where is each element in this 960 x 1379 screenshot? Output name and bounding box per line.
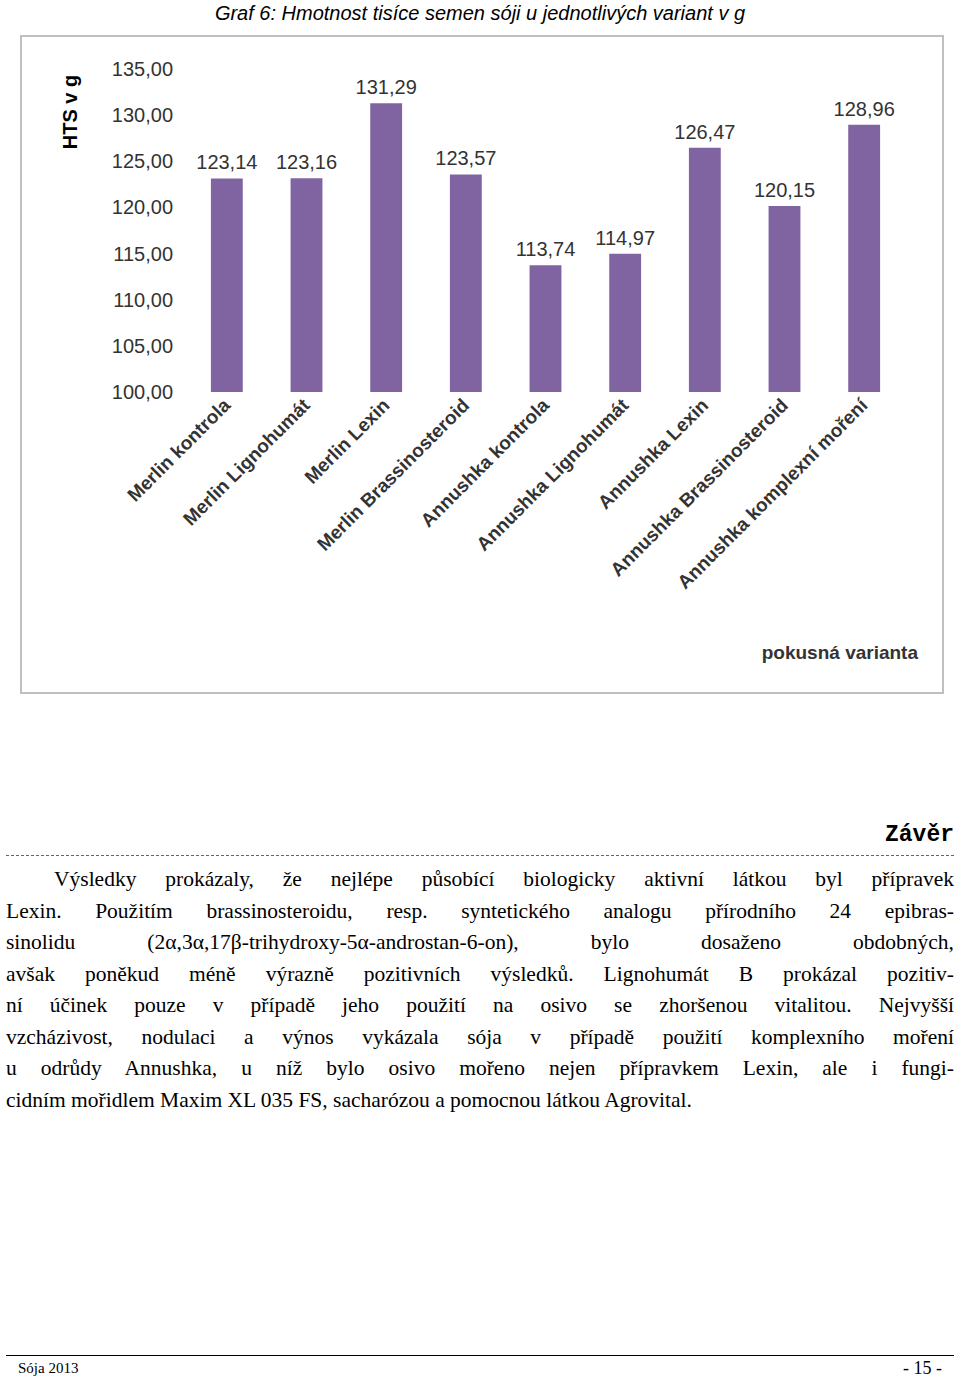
- svg-text:Annushka Brassinosteroid: Annushka Brassinosteroid: [606, 394, 792, 581]
- svg-text:120,15: 120,15: [754, 179, 815, 201]
- svg-text:Merlin Lignohumát: Merlin Lignohumát: [179, 394, 314, 529]
- svg-text:Merlin Lexin: Merlin Lexin: [300, 394, 394, 488]
- svg-text:HTS v g: HTS v g: [59, 75, 81, 149]
- html-text:u odrůdy Annushka, u níž bylo: u odrůdy Annushka, u níž bylo osivo moře…: [6, 1056, 954, 1080]
- html-text:Lexin. Použitím brassinosteroi: Lexin. Použitím brassinosteroidu, resp. …: [6, 898, 954, 923]
- svg-text:128,96: 128,96: [834, 98, 895, 120]
- svg-text:100,00: 100,00: [112, 381, 173, 403]
- html-text:avšak poněkud méně výrazně poz: avšak poněkud méně výrazně pozitivních v…: [6, 961, 954, 986]
- svg-text:115,00: 115,00: [113, 243, 173, 265]
- svg-text:Annushka Lignohumát: Annushka Lignohumát: [472, 394, 633, 555]
- svg-text:123,57: 123,57: [435, 147, 496, 169]
- svg-text:125,00: 125,00: [112, 150, 173, 172]
- svg-text:123,16: 123,16: [276, 151, 337, 173]
- svg-text:Annushka komplexní moření: Annushka komplexní moření: [673, 394, 872, 593]
- svg-text:105,00: 105,00: [112, 335, 173, 357]
- html-text:vzcházivost, nodulaci a výnos: vzcházivost, nodulaci a výnos vykázala s…: [6, 1024, 954, 1049]
- html-text:cidním mořidlem Maxim XL 035 F: cidním mořidlem Maxim XL 035 FS, sacharó…: [6, 1087, 692, 1112]
- html-text:sinolidu (2α,3α,17β-trihydroxy: sinolidu (2α,3α,17β-trihydroxy-5α-andros…: [6, 930, 954, 954]
- svg-text:135,00: 135,00: [112, 58, 173, 80]
- html-text:ní účinek pouze v případě jeho: ní účinek pouze v případě jeho použití n…: [6, 993, 954, 1017]
- html-text:Závěr: Závěr: [885, 822, 954, 848]
- svg-text:113,74: 113,74: [516, 238, 576, 260]
- svg-text:110,00: 110,00: [113, 289, 173, 311]
- html-text:Výsledky prokázaly, že nejlépe: Výsledky prokázaly, že nejlépe působící …: [54, 867, 954, 891]
- html-text:Graf 6: Hmotnost tisíce semen: Graf 6: Hmotnost tisíce semen sóji u jed…: [214, 2, 746, 24]
- svg-text:Annushka kontrola: Annushka kontrola: [416, 394, 553, 531]
- svg-text:Merlin Brassinosteroid: Merlin Brassinosteroid: [313, 395, 473, 555]
- svg-text:120,00: 120,00: [112, 196, 173, 218]
- html-text:Sója 2013: Sója 2013: [18, 1360, 79, 1376]
- svg-text:131,29: 131,29: [356, 76, 417, 98]
- svg-text:126,47: 126,47: [674, 121, 735, 143]
- svg-text:Merlin kontrola: Merlin kontrola: [123, 394, 235, 506]
- html-text:- 15 -: - 15 -: [903, 1358, 942, 1378]
- svg-text:Annushka Lexin: Annushka Lexin: [593, 394, 713, 514]
- svg-text:123,14: 123,14: [196, 151, 257, 173]
- svg-text:pokusná varianta: pokusná varianta: [762, 642, 919, 663]
- svg-text:114,97: 114,97: [595, 227, 655, 249]
- svg-text:130,00: 130,00: [112, 104, 173, 126]
